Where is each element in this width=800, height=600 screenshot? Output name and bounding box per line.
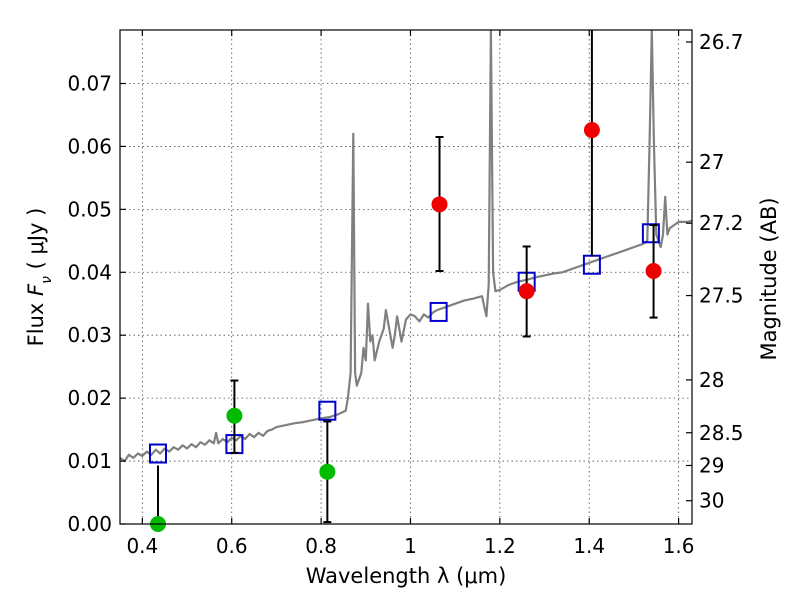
y-axis-label-prefix: Flux: [24, 296, 48, 346]
magnitude-tick-label: 28.5: [699, 421, 744, 445]
observed-point-green: [226, 407, 243, 424]
x-tick-label: 1.6: [663, 534, 695, 558]
observed-point-red: [518, 283, 535, 300]
y-tick-label: 0.02: [67, 386, 112, 410]
y-tick-label: 0.01: [67, 449, 112, 473]
x-tick-label: 0.8: [305, 534, 337, 558]
y-tick-label: 0.07: [67, 71, 112, 95]
x-tick-label: 0.4: [126, 534, 158, 558]
x-tick-label: 1: [404, 534, 417, 558]
magnitude-tick-label: 27.5: [699, 284, 744, 308]
y-tick-label: 0.03: [67, 323, 112, 347]
magnitude-tick-label: 26.7: [699, 30, 744, 54]
plot-frame: [119, 29, 693, 525]
y-axis-label: Flux Fν ( μJy ): [24, 208, 55, 347]
y-tick-label: 0.06: [67, 134, 112, 158]
observed-point-red: [583, 122, 600, 139]
spectrum-line: [120, 30, 692, 463]
observed-point-red: [645, 263, 662, 280]
magnitude-tick-label: 29: [699, 453, 724, 477]
magnitude-tick-label: 27: [699, 150, 724, 174]
magnitude-tick-label: 28: [699, 368, 724, 392]
x-axis-ticks: 0.4 0.6 0.8 1 1.2 1.4 1.6: [126, 30, 695, 558]
x-tick-label: 0.6: [216, 534, 248, 558]
y-axis-ticks: 0.00 0.01 0.02 0.03 0.04 0.05 0.06 0.07: [67, 71, 126, 536]
y-tick-label: 0.04: [67, 260, 112, 284]
model-point: [148, 443, 167, 464]
model-point: [429, 301, 448, 322]
y-axis-label-symbol: F: [24, 283, 48, 296]
observed-point-red: [431, 196, 448, 213]
x-axis-label: Wavelength λ (μm): [306, 564, 507, 588]
magnitude-tick-label: 30: [699, 489, 724, 513]
x-tick-label: 1.2: [484, 534, 516, 558]
x-tick-label: 1.4: [573, 534, 605, 558]
y-axis-label-subscript: ν: [39, 276, 55, 284]
observed-photometry-series: [149, 122, 662, 532]
y-axis-label-unit: ( μJy ): [24, 208, 48, 276]
y-tick-label: 0.00: [67, 512, 112, 536]
observed-point-green: [319, 463, 336, 480]
model-point: [318, 400, 337, 421]
magnitude-axis-label: Magnitude (AB): [757, 197, 781, 360]
y-tick-label: 0.05: [67, 197, 112, 221]
spectrum-series: [120, 30, 692, 463]
magnitude-axis-ticks: 26.7 27 27.2 27.5 28 28.5 29 30: [686, 30, 744, 513]
magnitude-tick-label: 27.2: [699, 211, 744, 235]
